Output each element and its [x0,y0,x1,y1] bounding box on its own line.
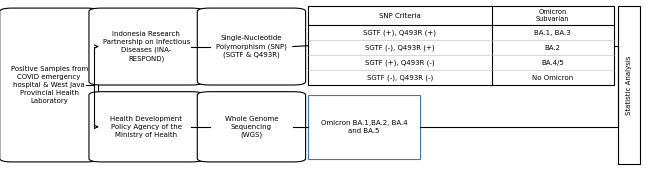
Text: Health Development
Policy Agency of the
Ministry of Health: Health Development Policy Agency of the … [110,116,182,138]
FancyBboxPatch shape [308,6,614,85]
Text: SGTF (-), Q493R (+): SGTF (-), Q493R (+) [365,44,435,51]
Text: Single-Nucleotide
Polymorphism (SNP)
(SGTF & Q493R): Single-Nucleotide Polymorphism (SNP) (SG… [216,35,287,58]
FancyBboxPatch shape [89,92,203,162]
Text: Positive Samples from
COVID emergency
hospital & West Java
Provincial Health
Lab: Positive Samples from COVID emergency ho… [10,66,88,104]
Text: Whole Genome
Sequencing
(WGS): Whole Genome Sequencing (WGS) [225,116,278,138]
FancyBboxPatch shape [197,8,306,85]
FancyBboxPatch shape [0,8,99,162]
Text: SGTF (-), Q493R (-): SGTF (-), Q493R (-) [367,74,433,81]
Text: Statistic Analysis: Statistic Analysis [626,55,632,115]
Text: BA.1, BA.3: BA.1, BA.3 [534,30,571,36]
Text: Omicron BA.1,BA.2, BA.4
and BA.5: Omicron BA.1,BA.2, BA.4 and BA.5 [320,120,407,134]
Text: No Omicron: No Omicron [532,74,574,81]
Text: SNP Criteria: SNP Criteria [379,13,421,19]
FancyBboxPatch shape [197,92,306,162]
Text: Indonesia Research
Partnership on Infectious
Diseases (INA-
RESPOND): Indonesia Research Partnership on Infect… [103,31,190,62]
Text: SGTF (+), Q493R (-): SGTF (+), Q493R (-) [365,59,435,66]
Text: BA.4/5: BA.4/5 [541,60,564,66]
FancyBboxPatch shape [89,8,203,85]
Text: BA.2: BA.2 [545,45,561,51]
Text: SGTF (+), Q493R (+): SGTF (+), Q493R (+) [364,29,437,36]
Text: Omicron
Subvarian: Omicron Subvarian [536,9,570,22]
FancyBboxPatch shape [618,6,640,164]
FancyBboxPatch shape [308,95,420,159]
